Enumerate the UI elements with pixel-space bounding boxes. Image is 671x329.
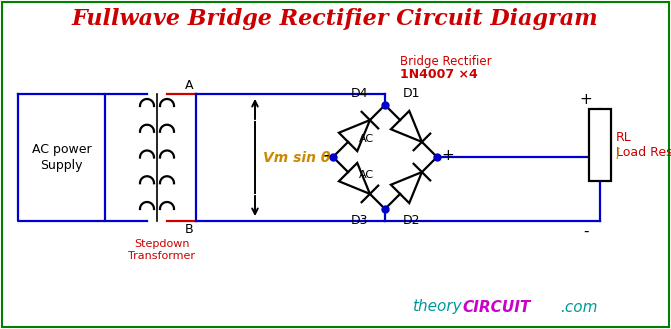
Text: AC power
Supply: AC power Supply	[32, 143, 91, 171]
Text: D1: D1	[402, 87, 420, 100]
Text: Fullwave Bridge Rectifier Circuit Diagram: Fullwave Bridge Rectifier Circuit Diagra…	[72, 8, 599, 30]
Bar	[589, 109, 611, 181]
Text: AC: AC	[359, 134, 374, 144]
Text: Stepdown
Transformer: Stepdown Transformer	[129, 239, 195, 261]
Text: 1N4007 ×4: 1N4007 ×4	[400, 67, 478, 81]
Text: Vm sin θ: Vm sin θ	[263, 150, 330, 164]
Text: D2: D2	[402, 214, 420, 227]
Text: RL
Load Resistor: RL Load Resistor	[616, 131, 671, 159]
Text: CIRCUIT: CIRCUIT	[462, 299, 530, 315]
Text: +: +	[580, 91, 592, 107]
Text: B: B	[185, 223, 193, 236]
Text: D4: D4	[350, 87, 368, 100]
Text: theory: theory	[413, 299, 462, 315]
Text: AC: AC	[359, 170, 374, 180]
Text: Bridge Rectifier: Bridge Rectifier	[400, 55, 492, 67]
Text: D3: D3	[350, 214, 368, 227]
Text: i: i	[616, 148, 620, 162]
Text: -: -	[323, 147, 329, 163]
Text: -: -	[583, 223, 588, 239]
Text: A: A	[185, 79, 193, 92]
Text: +: +	[441, 147, 454, 163]
Text: .com: .com	[560, 299, 597, 315]
